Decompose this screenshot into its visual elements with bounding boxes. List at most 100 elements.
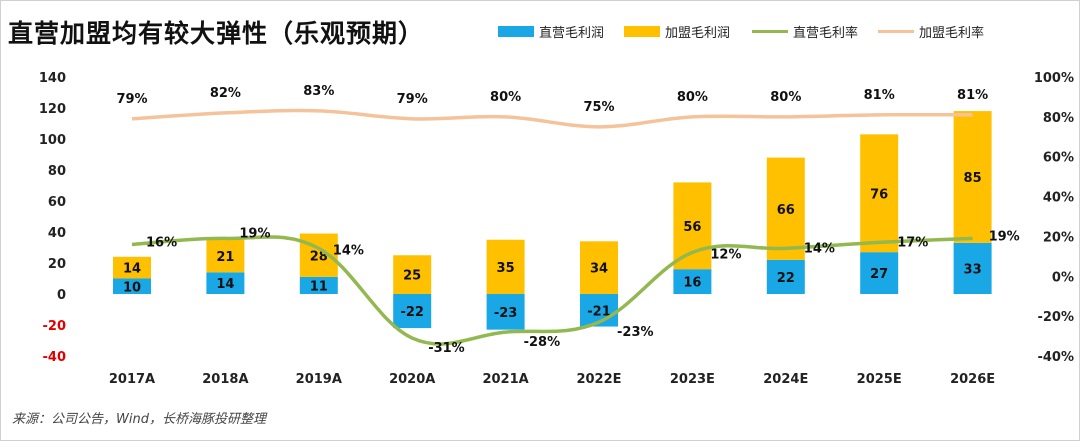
bar-franchise-profit bbox=[113, 256, 151, 279]
y-right-tick-label: 60% bbox=[1043, 151, 1074, 166]
direct-margin-label: 17% bbox=[897, 235, 928, 250]
legend-label: 加盟毛利润 bbox=[665, 26, 731, 41]
bar-franchise-label: 21 bbox=[216, 250, 234, 265]
legend-item: 直营毛利润 bbox=[498, 22, 604, 41]
direct-margin-label: 19% bbox=[239, 226, 270, 241]
x-tick-label: 2025E bbox=[857, 372, 902, 387]
bar-franchise-profit bbox=[580, 241, 618, 294]
x-tick-label: 2021A bbox=[482, 372, 528, 387]
legend-swatch bbox=[878, 30, 914, 33]
bar-direct-profit bbox=[766, 259, 805, 294]
y-right-tick-label: 20% bbox=[1043, 230, 1074, 245]
bar-franchise-label: 25 bbox=[403, 269, 421, 284]
legend-swatch bbox=[498, 26, 534, 37]
y-left-tick-label: -40 bbox=[43, 350, 67, 365]
bar-direct-profit bbox=[860, 252, 899, 294]
x-tick-label: 2017A bbox=[109, 372, 155, 387]
franchise-margin-label: 79% bbox=[116, 92, 147, 107]
bar-direct-label: 22 bbox=[777, 271, 795, 286]
bar-franchise-label: 14 bbox=[123, 262, 141, 277]
bar-franchise-profit bbox=[486, 239, 525, 294]
bar-direct-profit bbox=[393, 294, 432, 329]
y-left-tick-label: 60 bbox=[48, 195, 66, 210]
franchise-margin-label: 83% bbox=[303, 84, 334, 99]
legend-label: 直营毛利率 bbox=[793, 26, 859, 41]
y-right-tick-label: -20% bbox=[1037, 310, 1074, 325]
x-tick-label: 2018A bbox=[202, 372, 248, 387]
franchise-margin-label: 81% bbox=[957, 88, 988, 103]
y-right-tick-label: 80% bbox=[1043, 111, 1074, 126]
direct-margin-label: -28% bbox=[524, 335, 561, 350]
x-tick-label: 2019A bbox=[296, 372, 342, 387]
direct-margin-label: 16% bbox=[146, 235, 177, 250]
bar-direct-label: 14 bbox=[216, 277, 234, 292]
direct-margin-label: 14% bbox=[333, 243, 364, 258]
bar-franchise-profit bbox=[860, 134, 899, 253]
y-left-tick-label: -20 bbox=[43, 319, 67, 334]
bar-direct-label: 27 bbox=[870, 267, 888, 282]
bar-direct-profit bbox=[206, 272, 245, 294]
bar-direct-label: 16 bbox=[683, 276, 701, 291]
y-left-tick-label: 40 bbox=[48, 226, 66, 241]
bar-direct-profit bbox=[953, 242, 992, 294]
legend-swatch bbox=[752, 30, 788, 33]
bar-franchise-label: 35 bbox=[497, 261, 515, 276]
y-left-tick-label: 20 bbox=[48, 257, 66, 272]
y-right-tick-label: 0% bbox=[1052, 270, 1074, 285]
bar-direct-label: 10 bbox=[123, 280, 141, 295]
legend-label: 直营毛利润 bbox=[539, 26, 605, 41]
bar-direct-profit bbox=[486, 294, 525, 330]
bar-direct-profit bbox=[673, 269, 712, 294]
direct-margin-label: -31% bbox=[428, 341, 465, 356]
bar-direct-label: 11 bbox=[310, 279, 328, 294]
legend-label: 加盟毛利率 bbox=[919, 26, 985, 41]
y-right-tick-label: -40% bbox=[1037, 350, 1074, 365]
bar-franchise-profit bbox=[953, 111, 992, 243]
bar-direct-label: -22 bbox=[400, 305, 424, 320]
franchise-margin-label: 75% bbox=[583, 100, 614, 115]
legend-item: 直营毛利率 bbox=[752, 22, 858, 41]
bar-franchise-label: 76 bbox=[870, 187, 888, 202]
bar-franchise-profit bbox=[206, 239, 245, 273]
franchise-margin-label: 82% bbox=[210, 86, 241, 101]
direct-margin-label: 19% bbox=[989, 229, 1020, 244]
source-note: 来源：公司公告，Wind，长桥海豚投研整理 bbox=[12, 412, 266, 427]
bar-franchise-label: 34 bbox=[590, 262, 608, 277]
bar-direct-profit bbox=[113, 278, 151, 294]
franchise-margin-label: 80% bbox=[490, 90, 521, 105]
y-left-tick-label: 0 bbox=[57, 288, 66, 303]
bar-direct-label: -23 bbox=[494, 306, 518, 321]
y-left-tick-label: 120 bbox=[39, 102, 66, 117]
bar-franchise-label: 85 bbox=[964, 171, 982, 186]
direct-margin-label: 12% bbox=[710, 247, 741, 262]
franchise-margin-label: 81% bbox=[864, 88, 895, 103]
bar-franchise-label: 66 bbox=[777, 203, 795, 218]
bar-franchise-profit bbox=[673, 182, 712, 270]
franchise-margin-label: 80% bbox=[677, 90, 708, 105]
x-tick-label: 2022E bbox=[576, 372, 621, 387]
direct-margin-label: 14% bbox=[804, 241, 835, 256]
bar-direct-profit bbox=[299, 276, 338, 294]
franchise-margin-label: 80% bbox=[770, 90, 801, 105]
y-left-tick-label: 80 bbox=[48, 164, 66, 179]
bar-franchise-label: 56 bbox=[683, 220, 701, 235]
line-direct-margin bbox=[131, 235, 973, 346]
x-tick-label: 2024E bbox=[763, 372, 808, 387]
legend-item: 加盟毛利润 bbox=[624, 22, 730, 41]
bar-franchise-profit bbox=[393, 255, 432, 294]
direct-margin-label: -23% bbox=[617, 325, 654, 340]
y-right-tick-label: 100% bbox=[1034, 71, 1074, 86]
y-left-tick-label: 140 bbox=[39, 71, 66, 86]
franchise-margin-label: 79% bbox=[397, 92, 428, 107]
y-left-tick-label: 100 bbox=[39, 133, 66, 148]
bar-direct-label: 33 bbox=[964, 262, 982, 277]
bar-direct-label: -21 bbox=[587, 304, 611, 319]
legend-item: 加盟毛利率 bbox=[878, 22, 984, 41]
bar-franchise-profit bbox=[766, 157, 805, 260]
y-right-tick-label: 40% bbox=[1043, 191, 1074, 206]
line-franchise-margin bbox=[131, 108, 973, 129]
x-tick-label: 2026E bbox=[950, 372, 995, 387]
chart-title: 直营加盟均有较大弹性（乐观预期） bbox=[8, 19, 425, 48]
x-tick-label: 2023E bbox=[670, 372, 715, 387]
